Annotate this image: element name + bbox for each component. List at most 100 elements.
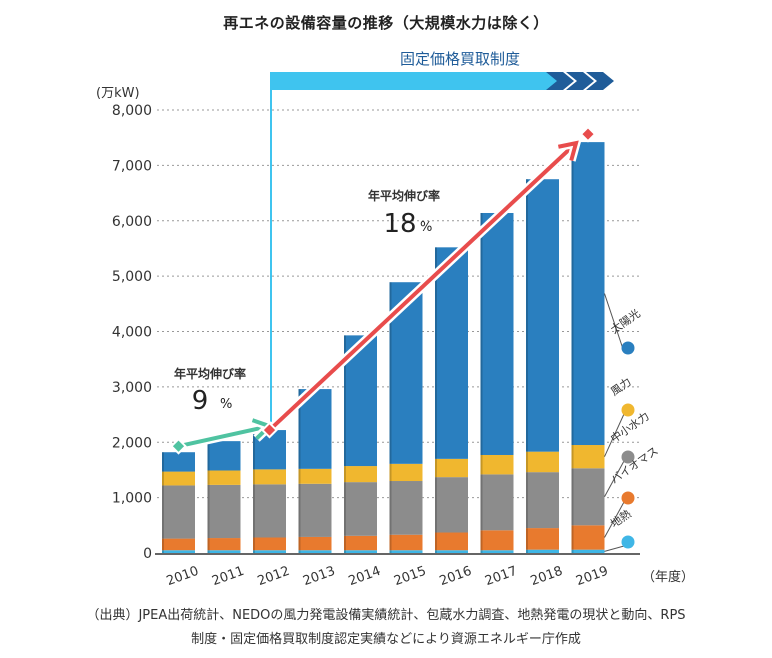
- bar-segment-wind: [435, 458, 468, 478]
- bar-segment-geothermal: [344, 550, 377, 553]
- legend-dot-icon: [621, 403, 635, 417]
- x-tick-label: 2015: [392, 564, 428, 589]
- growth-high-arrow-shaft: [268, 141, 578, 432]
- bar-segment-wind: [253, 469, 286, 485]
- bar-segment-geothermal: [435, 550, 468, 553]
- bar-edge-shade: [389, 282, 392, 553]
- bar-edge-shade: [344, 335, 346, 553]
- bar-segment-biomass: [253, 537, 286, 551]
- bar-2012: [253, 430, 286, 553]
- x-tick-label: 2010: [165, 564, 201, 589]
- source-note-line-2: 制度・固定価格買取制度認定実績などにより資源エネルギー庁作成: [191, 632, 581, 647]
- fit-banner-label: 固定価格買取制度: [400, 50, 520, 68]
- bar-segment-small_hydro: [480, 474, 514, 531]
- bar-segment-geothermal: [571, 549, 605, 553]
- y-axis-ticks: 0 1,000 2,000 3,000 4,000 5,000 6,000 7,000 8,00…: [112, 103, 152, 562]
- bar-2013: [298, 389, 332, 553]
- y-tick-label: 3,000: [112, 380, 152, 396]
- x-tick-label: 2016: [438, 564, 474, 589]
- growth-low-unit: %: [220, 397, 232, 412]
- bar-2018: [526, 179, 559, 553]
- source-note-line-1: （出典）JPEA出荷統計、NEDOの風力発電設備実績統計、包蔵水力調査、地熱発電…: [86, 608, 686, 623]
- chart-title: 再エネの設備容量の推移（大規模水力は除く）: [223, 14, 549, 32]
- bar-segment-geothermal: [480, 550, 514, 553]
- x-axis-ticks: 2010 2011 2012 2013 2014 2015 2016 2017 2018 2019: [165, 564, 611, 589]
- growth-high-arrowhead-icon: [557, 140, 579, 162]
- x-tick-label: 2019: [574, 564, 610, 589]
- growth-high-arrow: [261, 125, 597, 439]
- x-tick-label: 2014: [347, 564, 383, 589]
- bar-segment-biomass: [480, 530, 514, 551]
- fit-chevrons-icon: [546, 72, 614, 90]
- bar-2014: [344, 335, 377, 553]
- legend-dot-icon: [621, 535, 635, 549]
- bar-segment-wind: [344, 466, 377, 483]
- bar-segment-biomass: [298, 536, 332, 551]
- growth-high-value: 18: [383, 209, 416, 239]
- bar-2010: [162, 452, 195, 553]
- bar-segment-small_hydro: [298, 483, 332, 537]
- bar-segment-biomass: [389, 534, 423, 551]
- x-tick-label: 2017: [483, 564, 519, 589]
- growth-arrows: [170, 125, 597, 455]
- y-tick-label: 8,000: [112, 103, 152, 119]
- growth-low-arrow-start-diamond-icon: [170, 437, 187, 455]
- x-tick-label: 2018: [529, 564, 565, 589]
- legend-label: 地熱: [608, 507, 633, 530]
- stacked-bar-chart: 固定価格買取制度 (万kW) 0 1,000 2,000 3,000 4,000 5,00…: [96, 50, 694, 589]
- bar-segment-wind: [480, 454, 514, 475]
- x-tick-label: 2012: [256, 564, 292, 589]
- bars: [162, 142, 605, 553]
- bar-segment-geothermal: [526, 549, 559, 553]
- fit-banner-bar: [271, 72, 559, 90]
- fit-banner: 固定価格買取制度: [270, 50, 614, 432]
- bar-segment-small_hydro: [526, 472, 559, 529]
- bar-segment-solar: [480, 212, 514, 455]
- bar-segment-small_hydro: [389, 481, 423, 535]
- bar-2015: [389, 282, 423, 553]
- bar-edge-shade: [207, 441, 210, 553]
- legend-label: 風力: [608, 375, 633, 398]
- legend-leader-line: [604, 413, 625, 457]
- bar-segment-small_hydro: [253, 484, 286, 538]
- y-tick-label: 2,000: [112, 435, 152, 451]
- bar-segment-wind: [298, 468, 332, 484]
- bar-segment-small_hydro: [207, 484, 241, 539]
- growth-low-label: 年平均伸び率: [174, 366, 246, 381]
- growth-low-arrow-shaft: [178, 424, 270, 449]
- bar-segment-solar: [207, 441, 241, 471]
- growth-high-unit: %: [420, 220, 432, 235]
- bar-segment-wind: [207, 470, 241, 485]
- bar-edge-shade: [480, 212, 483, 553]
- x-tick-label: 2011: [210, 564, 246, 589]
- bar-segment-solar: [162, 452, 195, 472]
- bar-segment-biomass: [162, 538, 195, 551]
- x-axis-unit-label: （年度）: [642, 569, 694, 585]
- bar-segment-biomass: [571, 525, 605, 550]
- bar-segment-small_hydro: [435, 477, 468, 533]
- legend-item-solar: 太陽光: [604, 293, 643, 355]
- bar-edge-shade: [162, 452, 164, 553]
- bar-segment-solar: [435, 247, 468, 459]
- legend-leader-line: [604, 501, 625, 538]
- x-tick-label: 2013: [301, 564, 337, 589]
- y-tick-label: 1,000: [112, 491, 152, 507]
- bar-segment-geothermal: [298, 550, 332, 553]
- growth-high-label: 年平均伸び率: [368, 188, 440, 203]
- bar-segment-geothermal: [207, 550, 241, 553]
- growth-high-start-diamond-icon: [261, 421, 278, 439]
- bar-segment-small_hydro: [571, 468, 605, 526]
- y-tick-label: 4,000: [112, 325, 152, 341]
- legend-dot-icon: [621, 491, 635, 505]
- bar-segment-wind: [162, 471, 195, 486]
- legend-leader-line: [604, 460, 625, 498]
- bar-edge-shade: [526, 179, 528, 553]
- legend-dot-icon: [621, 341, 635, 355]
- bar-segment-geothermal: [162, 550, 195, 553]
- bar-edge-shade: [253, 430, 255, 553]
- legend-leader-line: [604, 545, 625, 552]
- bar-segment-biomass: [344, 535, 377, 551]
- bar-2019: [571, 142, 605, 553]
- bar-2011: [207, 441, 241, 553]
